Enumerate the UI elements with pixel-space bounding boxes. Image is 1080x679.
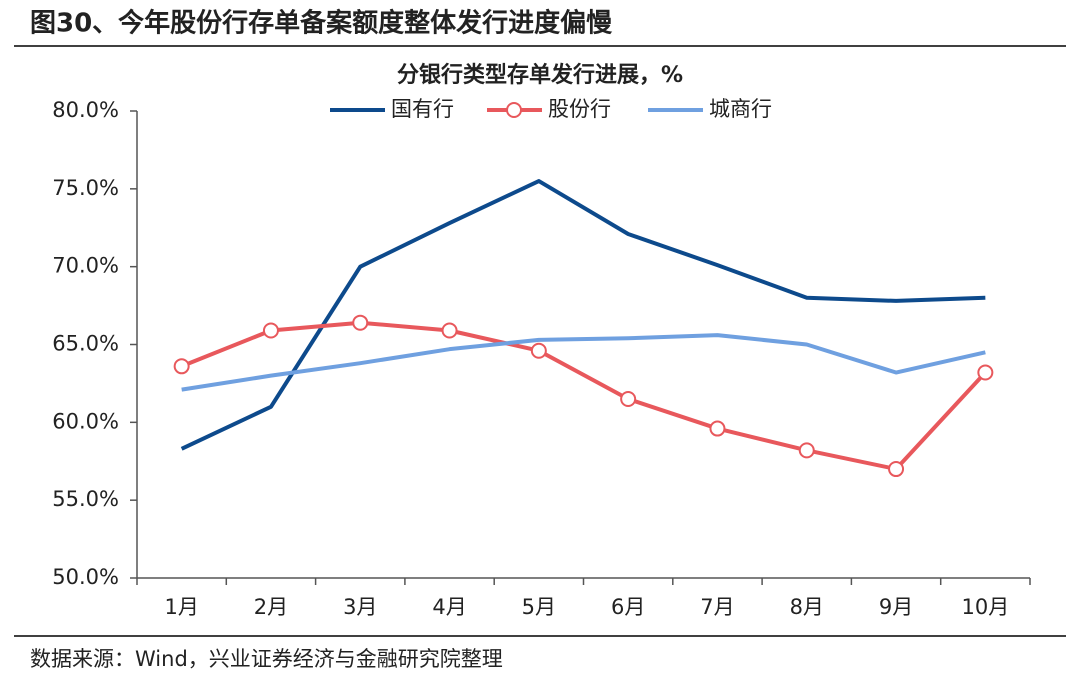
- point-marker: [977, 364, 994, 381]
- y-tick-label: 50.0%: [52, 565, 119, 589]
- point-marker: [530, 342, 547, 359]
- point-marker: [798, 442, 815, 459]
- legend-label: 城商行: [709, 97, 772, 121]
- x-tick-label: 1月: [164, 595, 198, 619]
- x-tick-label: 4月: [432, 595, 466, 619]
- x-tick-label: 9月: [879, 595, 913, 619]
- y-tick-label: 75.0%: [52, 176, 119, 200]
- figure-title: 图30、今年股份行存单备案额度整体发行进度偏慢: [30, 8, 613, 39]
- series-line: [180, 179, 986, 451]
- x-tick-label: 8月: [790, 595, 824, 619]
- series-line: [181, 333, 986, 392]
- point-marker: [352, 314, 369, 331]
- x-tick-label: 2月: [254, 595, 288, 619]
- point-marker: [262, 322, 279, 339]
- point-marker: [441, 322, 458, 339]
- y-tick-label: 70.0%: [52, 254, 119, 278]
- point-marker: [173, 358, 190, 375]
- source-note: 数据来源：Wind，兴业证券经济与金融研究院整理: [30, 647, 503, 671]
- y-tick-label: 60.0%: [52, 409, 119, 433]
- x-tick-label: 7月: [700, 595, 734, 619]
- point-marker: [620, 390, 637, 407]
- chart-title: 分银行类型存单发行进展，%: [397, 62, 683, 88]
- y-tick-label: 65.0%: [52, 332, 119, 356]
- x-tick-label: 6月: [611, 595, 645, 619]
- y-tick-label: 80.0%: [52, 98, 119, 122]
- series-line: [180, 320, 987, 472]
- legend-marker: [506, 102, 522, 118]
- x-tick-label: 5月: [522, 595, 556, 619]
- point-marker: [709, 420, 726, 437]
- legend-label: 国有行: [391, 97, 454, 121]
- x-tick-label: 10月: [961, 595, 1009, 619]
- point-marker: [888, 461, 905, 478]
- x-tick-label: 3月: [343, 595, 377, 619]
- legend-label: 股份行: [548, 97, 611, 121]
- y-tick-label: 55.0%: [52, 487, 119, 511]
